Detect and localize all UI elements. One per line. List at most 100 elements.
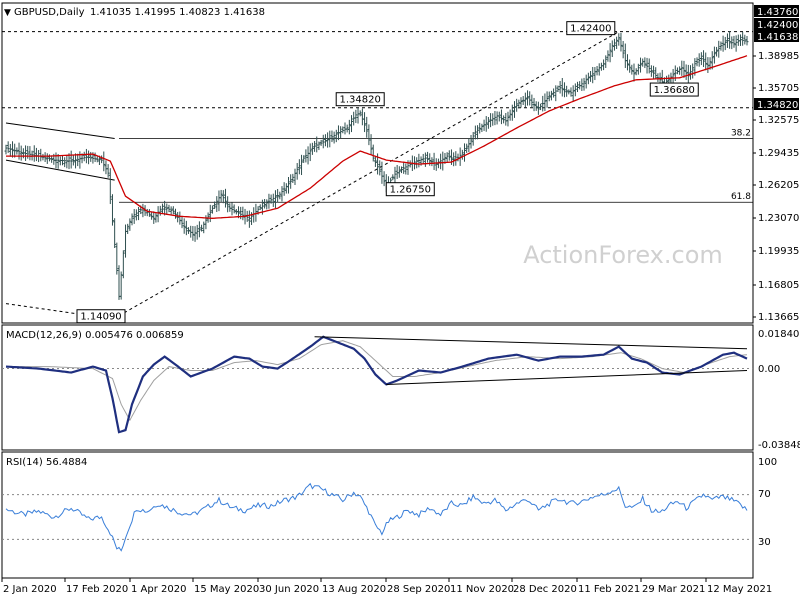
- x-tick-label: 28 Sep 2020: [387, 584, 450, 595]
- price-candle: [280, 186, 284, 202]
- price-candle: [532, 97, 536, 112]
- price-candle: [104, 160, 108, 175]
- price-candle: [56, 154, 60, 169]
- price-candle: [447, 150, 451, 161]
- macd-signal-line: [6, 340, 748, 422]
- price-candle: [519, 97, 523, 108]
- price-candle: [399, 166, 403, 174]
- price-candle: [647, 58, 651, 74]
- price-candle: [558, 80, 562, 94]
- price-candle: [230, 202, 234, 216]
- price-candle: [595, 66, 599, 76]
- price-badge-label: 1.34820: [757, 100, 798, 111]
- rsi-y-tick-label: 70: [758, 489, 771, 500]
- price-badge-label: 1.42400: [757, 20, 798, 31]
- price-candle: [530, 94, 534, 108]
- chart-header: ▼ GBPUSD,Daily 1.41035 1.41995 1.40823 1…: [4, 7, 265, 18]
- price-candle: [180, 215, 184, 229]
- price-candle: [150, 212, 154, 220]
- price-candle: [704, 52, 708, 71]
- price-candle: [273, 190, 277, 209]
- price-y-tick-label: 1.23070: [758, 213, 799, 224]
- x-tick-label: 13 Aug 2020: [322, 584, 386, 595]
- price-candle: [526, 90, 530, 106]
- x-tick-label: 15 May 2020: [194, 584, 259, 595]
- price-candle: [373, 156, 377, 167]
- price-candle: [356, 107, 360, 124]
- price-candle: [276, 189, 280, 203]
- price-candle: [523, 92, 527, 108]
- price-candle: [606, 50, 610, 62]
- price-candle: [278, 191, 282, 200]
- annotation-label: 1.26750: [390, 185, 431, 196]
- price-candle: [580, 78, 584, 92]
- price-candle: [219, 189, 223, 203]
- price-candle: [678, 66, 682, 75]
- price-candle: [571, 85, 575, 102]
- price-candle: [267, 193, 271, 209]
- price-candle: [480, 123, 484, 133]
- price-candle: [121, 250, 125, 279]
- annotation-box: [335, 92, 385, 107]
- price-candle: [471, 132, 475, 146]
- price-candle: [508, 109, 512, 121]
- price-annotation: 1.42400: [566, 21, 616, 36]
- price-y-tick-label: 1.13665: [758, 312, 799, 323]
- price-candle: [382, 171, 386, 187]
- price-candle: [178, 211, 182, 225]
- price-badge-label: 1.41638: [757, 32, 798, 43]
- price-candle: [712, 46, 716, 64]
- price-candle: [163, 200, 167, 216]
- macd-trendline: [386, 370, 748, 385]
- price-candle: [484, 116, 488, 132]
- price-candle: [334, 129, 338, 143]
- price-y-tick-label: 1.16805: [758, 280, 799, 291]
- price-candle: [493, 110, 497, 126]
- price-candle: [215, 196, 219, 212]
- price-candle: [623, 43, 627, 69]
- price-candle: [110, 194, 114, 226]
- price-candle: [512, 101, 516, 118]
- price-candle: [517, 99, 521, 109]
- price-candle: [319, 139, 323, 146]
- price-candle: [310, 142, 314, 155]
- trendline: [5, 122, 115, 140]
- price-candle: [258, 204, 262, 211]
- macd-line: [5, 335, 748, 434]
- annotation-box: [76, 309, 126, 324]
- price-candle: [332, 131, 336, 144]
- price-candle: [76, 153, 80, 167]
- price-candle: [200, 224, 204, 232]
- x-tick-label: 17 Feb 2020: [66, 584, 128, 595]
- price-candle: [699, 52, 703, 66]
- price-candle: [339, 126, 343, 139]
- price-candle: [126, 223, 130, 234]
- price-candle: [641, 58, 645, 67]
- price-panel-frame: [1, 2, 754, 324]
- x-tick-label: 30 Jun 2020: [259, 584, 319, 595]
- price-candle: [360, 108, 364, 126]
- price-candle: [343, 122, 347, 135]
- price-candle: [717, 40, 721, 58]
- price-candle: [60, 155, 64, 166]
- rsi-line: [5, 482, 748, 552]
- price-candle: [365, 116, 369, 138]
- price-candle: [639, 57, 643, 73]
- price-candle: [745, 36, 749, 46]
- price-candle: [350, 115, 354, 133]
- price-candle: [421, 153, 425, 165]
- price-candle: [323, 134, 327, 147]
- x-tick-label: 2 Jan 2020: [3, 584, 57, 595]
- price-layer: 38.2 61.8 1.42400 1.36680 1.34820 1.26750 1.14…: [2, 21, 753, 324]
- price-candle: [202, 221, 206, 234]
- price-candle: [8, 143, 12, 157]
- price-candle: [152, 211, 156, 224]
- rsi-title: RSI(14) 56.4884: [6, 457, 87, 468]
- price-candle: [137, 206, 141, 221]
- price-candle: [363, 112, 367, 133]
- price-candle: [476, 125, 480, 140]
- price-candle: [686, 64, 690, 84]
- dropdown-triangle-icon[interactable]: ▼: [4, 8, 11, 18]
- price-candle: [130, 213, 134, 226]
- price-candle: [134, 209, 138, 221]
